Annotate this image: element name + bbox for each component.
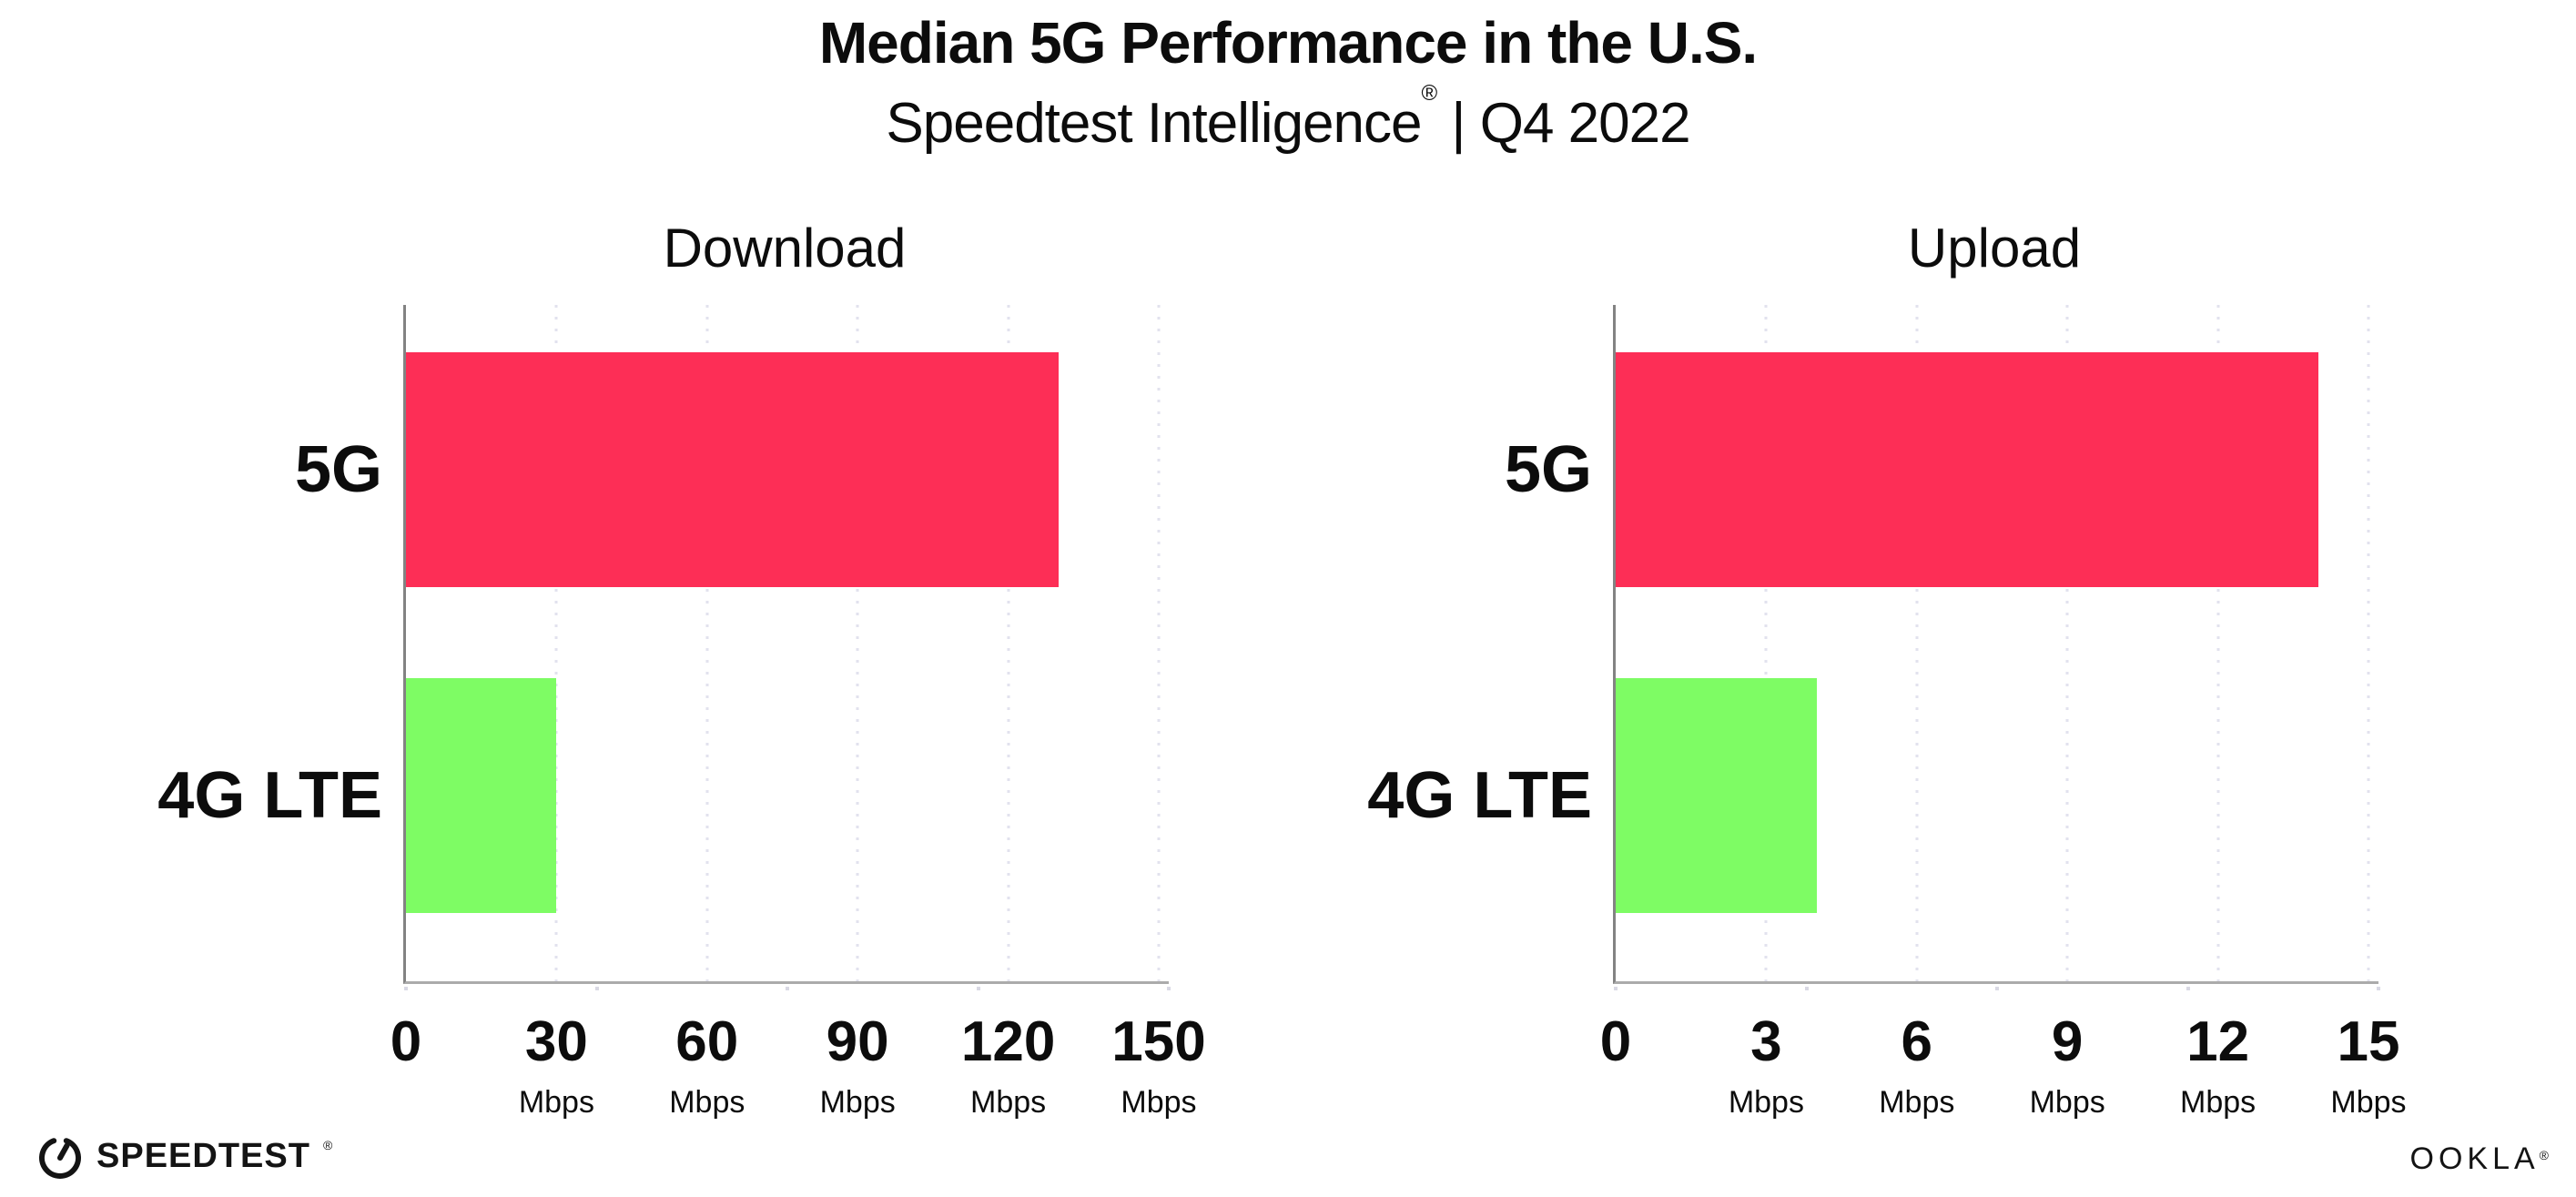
subtitle-period: | Q4 2022 <box>1436 92 1690 155</box>
x-tick-unit-label: Mbps <box>1728 1085 1804 1120</box>
x-tick: 3 Mbps <box>1728 1010 1804 1120</box>
axis-tick-dot <box>786 987 789 990</box>
x-tick-label: 60 <box>675 1010 739 1073</box>
x-tick: 9 Mbps <box>2029 1010 2105 1120</box>
gridline <box>2216 305 2220 981</box>
subtitle-brand: Speedtest Intelligence <box>886 92 1422 155</box>
gridline <box>1764 305 1768 981</box>
axis-tick-dot <box>594 987 599 990</box>
bar-5g <box>1616 352 2318 587</box>
gridline <box>2065 305 2069 981</box>
x-tick: 12 Mbps <box>2180 1010 2257 1120</box>
x-tick-unit-label: Mbps <box>1121 1085 1197 1120</box>
speedtest-logo: SPEEDTEST ® <box>36 1132 332 1180</box>
x-tick: 120 Mbps <box>960 1010 1056 1120</box>
x-tick: 0 <box>1600 1014 1631 1070</box>
x-tick-unit-label: Mbps <box>1879 1085 1955 1120</box>
x-tick-unit-label: Mbps <box>518 1085 594 1120</box>
gridline <box>856 305 859 981</box>
x-tick-label: 30 <box>524 1010 588 1073</box>
page-title: Median 5G Performance in the U.S. <box>818 10 1758 76</box>
x-tick-label: 9 <box>2051 1010 2084 1073</box>
chart-title-upload: Upload <box>1907 218 2082 279</box>
x-tick-label: 6 <box>1901 1010 1933 1073</box>
x-tick-label: 120 <box>960 1010 1056 1073</box>
plot-area-download: 5G 4G LTE 0 30 Mbps 60 Mbps 90 Mbps 120 Mbps 150 Mbp… <box>157 305 1206 1118</box>
ookla-registered-mark: ® <box>2539 1148 2549 1162</box>
x-tick-unit-label: Mbps <box>819 1085 896 1120</box>
axis-tick-dot <box>1995 987 1999 990</box>
bar-4g-lte <box>1616 678 1817 913</box>
axis-tick-dot <box>1614 987 1618 990</box>
x-tick: 0 <box>390 1014 421 1070</box>
gridline <box>2367 305 2370 981</box>
axis-tick-dot <box>1167 987 1171 990</box>
row-label-5g: 5G <box>1504 433 1592 506</box>
bar-5g <box>406 352 1059 587</box>
gridline <box>1157 305 1161 981</box>
row-label-4g-lte: 4G LTE <box>1367 759 1592 832</box>
x-tick: 150 Mbps <box>1111 1010 1206 1120</box>
x-tick-label: 3 <box>1750 1010 1782 1073</box>
x-tick: 30 Mbps <box>518 1010 594 1120</box>
axis-tick-dot <box>404 987 408 990</box>
x-tick-unit-label: Mbps <box>970 1085 1047 1120</box>
ookla-wordmark: OOKLA <box>2409 1141 2540 1176</box>
x-tick: 60 Mbps <box>669 1010 745 1120</box>
axis-tick-dot <box>2377 987 2380 990</box>
axis-tick-dot <box>1804 987 1809 990</box>
x-tick: 15 Mbps <box>2330 1010 2407 1120</box>
chart-download: Download 5G 4G LTE 0 30 Mbps 60 Mbps 90 Mbps 120 Mb… <box>157 0 1206 1197</box>
x-tick: 90 Mbps <box>819 1010 896 1120</box>
row-label-5g: 5G <box>294 433 382 506</box>
x-tick-label: 0 <box>1599 1010 1632 1073</box>
x-tick-label: 150 <box>1111 1010 1206 1073</box>
gridline <box>554 305 558 981</box>
plot-area-upload: 5G 4G LTE 0 3 Mbps 6 Mbps 9 Mbps 12 Mbps 15 Mbps <box>1367 305 2407 1118</box>
row-label-4g-lte: 4G LTE <box>157 759 382 832</box>
speedtest-wordmark: SPEEDTEST <box>96 1137 310 1175</box>
axis-tick-dot <box>976 987 980 990</box>
ookla-logo: OOKLA® <box>2410 1143 2550 1174</box>
chart-title-download: Download <box>663 218 907 279</box>
chart-upload: Upload 5G 4G LTE 0 3 Mbps 6 Mbps 9 Mbps 12 Mbps 15 Mb… <box>1367 0 2407 1197</box>
x-tick-label: 0 <box>390 1010 422 1073</box>
bar-4g-lte <box>406 678 557 913</box>
gridline <box>705 305 709 981</box>
speedtest-gauge-icon <box>39 1138 81 1179</box>
registered-mark: ® <box>1421 81 1438 107</box>
x-tick-label: 90 <box>826 1010 889 1073</box>
page-subtitle: Speedtest Intelligence® | Q4 2022 <box>0 83 2576 155</box>
speedtest-registered-mark: ® <box>322 1138 333 1152</box>
x-tick-unit-label: Mbps <box>2330 1085 2407 1120</box>
x-tick-unit-label: Mbps <box>2180 1085 2257 1120</box>
gridline <box>1007 305 1010 981</box>
x-tick-unit-label: Mbps <box>669 1085 745 1120</box>
axis-tick-dot <box>2186 987 2190 990</box>
x-tick-unit-label: Mbps <box>2029 1085 2105 1120</box>
x-tick: 6 Mbps <box>1879 1010 1955 1120</box>
x-tick-label: 15 <box>2337 1010 2400 1073</box>
x-tick-label: 12 <box>2186 1010 2250 1073</box>
gridline <box>1915 305 1919 981</box>
